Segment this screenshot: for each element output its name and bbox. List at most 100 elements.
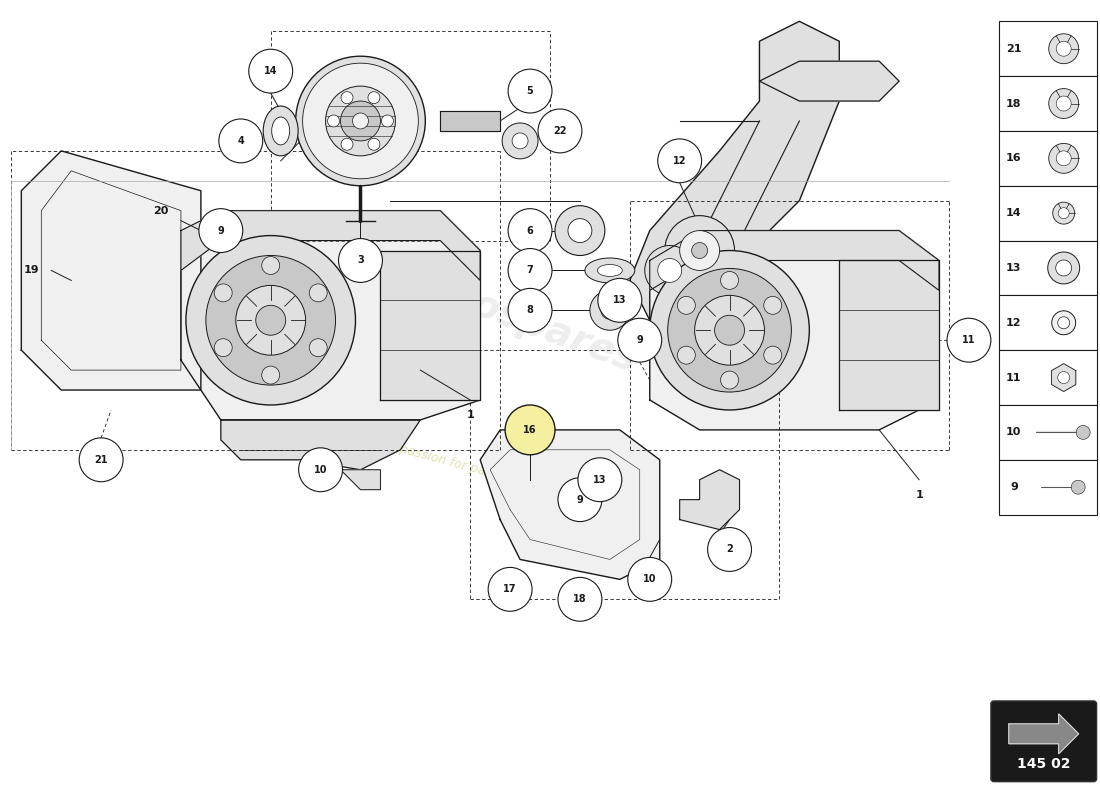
Circle shape (309, 338, 327, 357)
Bar (999, 186, 1097, 241)
Circle shape (598, 278, 641, 322)
Circle shape (339, 238, 383, 282)
Text: 22: 22 (553, 126, 566, 136)
Polygon shape (650, 230, 939, 290)
Circle shape (650, 250, 810, 410)
Text: 2: 2 (726, 545, 733, 554)
Text: 7: 7 (527, 266, 534, 275)
Text: 4: 4 (238, 136, 244, 146)
Circle shape (578, 458, 621, 502)
Circle shape (262, 257, 279, 274)
Circle shape (692, 242, 707, 258)
Circle shape (368, 92, 379, 104)
Circle shape (664, 216, 735, 286)
Circle shape (341, 92, 353, 104)
Text: a passion for parts since 1985: a passion for parts since 1985 (387, 439, 573, 501)
Circle shape (79, 438, 123, 482)
Circle shape (368, 138, 379, 150)
Text: 8: 8 (527, 306, 534, 315)
Text: 11: 11 (1006, 373, 1022, 382)
Text: 9: 9 (1010, 482, 1018, 492)
Circle shape (1058, 371, 1069, 383)
Circle shape (947, 318, 991, 362)
Circle shape (658, 139, 702, 182)
Text: 18: 18 (1006, 98, 1022, 109)
Circle shape (645, 246, 694, 295)
Circle shape (508, 69, 552, 113)
Text: 12: 12 (673, 156, 686, 166)
Circle shape (1056, 260, 1071, 276)
Polygon shape (440, 111, 500, 131)
Text: 145 02: 145 02 (1018, 757, 1070, 770)
Circle shape (1053, 202, 1075, 224)
Text: 15: 15 (573, 210, 587, 221)
Circle shape (1058, 208, 1069, 218)
Text: 21: 21 (95, 454, 108, 465)
Circle shape (309, 284, 327, 302)
Text: 13: 13 (613, 295, 627, 306)
Text: 12: 12 (1006, 318, 1022, 328)
Circle shape (206, 255, 336, 385)
Circle shape (298, 448, 342, 492)
Text: 10: 10 (644, 574, 657, 584)
Circle shape (1047, 252, 1080, 284)
Circle shape (628, 558, 672, 602)
Bar (999, 22, 1097, 76)
Text: 3: 3 (358, 255, 364, 266)
Bar (999, 460, 1097, 514)
Circle shape (680, 230, 719, 270)
Circle shape (1056, 42, 1071, 56)
Circle shape (505, 405, 556, 455)
Circle shape (538, 109, 582, 153)
Circle shape (1052, 311, 1076, 334)
Circle shape (558, 478, 602, 522)
Text: 13: 13 (593, 474, 606, 485)
Circle shape (341, 101, 381, 141)
Circle shape (508, 209, 552, 253)
Circle shape (199, 209, 243, 253)
Text: 17: 17 (504, 584, 517, 594)
Text: 1: 1 (466, 410, 474, 420)
Bar (999, 241, 1097, 295)
Circle shape (715, 315, 745, 345)
Polygon shape (180, 210, 481, 420)
FancyBboxPatch shape (991, 701, 1097, 782)
Text: 1: 1 (915, 490, 923, 500)
Circle shape (1058, 317, 1069, 329)
Circle shape (678, 346, 695, 364)
Circle shape (235, 286, 306, 355)
Circle shape (763, 296, 782, 314)
Bar (999, 405, 1097, 460)
Ellipse shape (263, 106, 298, 156)
Bar (999, 76, 1097, 131)
Circle shape (678, 296, 695, 314)
Circle shape (513, 133, 528, 149)
Text: 20: 20 (153, 206, 168, 216)
Text: 21: 21 (1006, 44, 1022, 54)
Ellipse shape (585, 258, 635, 283)
Text: 14: 14 (264, 66, 277, 76)
Circle shape (302, 63, 418, 178)
Circle shape (1056, 96, 1071, 111)
Bar (999, 350, 1097, 405)
Circle shape (328, 115, 340, 127)
Polygon shape (1052, 364, 1076, 391)
Circle shape (763, 346, 782, 364)
Circle shape (352, 113, 368, 129)
Circle shape (1076, 426, 1090, 439)
Circle shape (1048, 143, 1079, 174)
Circle shape (508, 249, 552, 292)
Circle shape (668, 269, 791, 392)
Polygon shape (839, 261, 939, 410)
Circle shape (214, 284, 232, 302)
Text: eurospares: eurospares (398, 260, 642, 380)
Circle shape (255, 306, 286, 335)
Circle shape (720, 371, 738, 389)
Text: 19: 19 (23, 266, 40, 275)
Polygon shape (650, 230, 939, 430)
Text: 5: 5 (527, 86, 534, 96)
Circle shape (694, 295, 764, 365)
Circle shape (262, 366, 279, 384)
Circle shape (1048, 89, 1079, 118)
Ellipse shape (272, 117, 289, 145)
